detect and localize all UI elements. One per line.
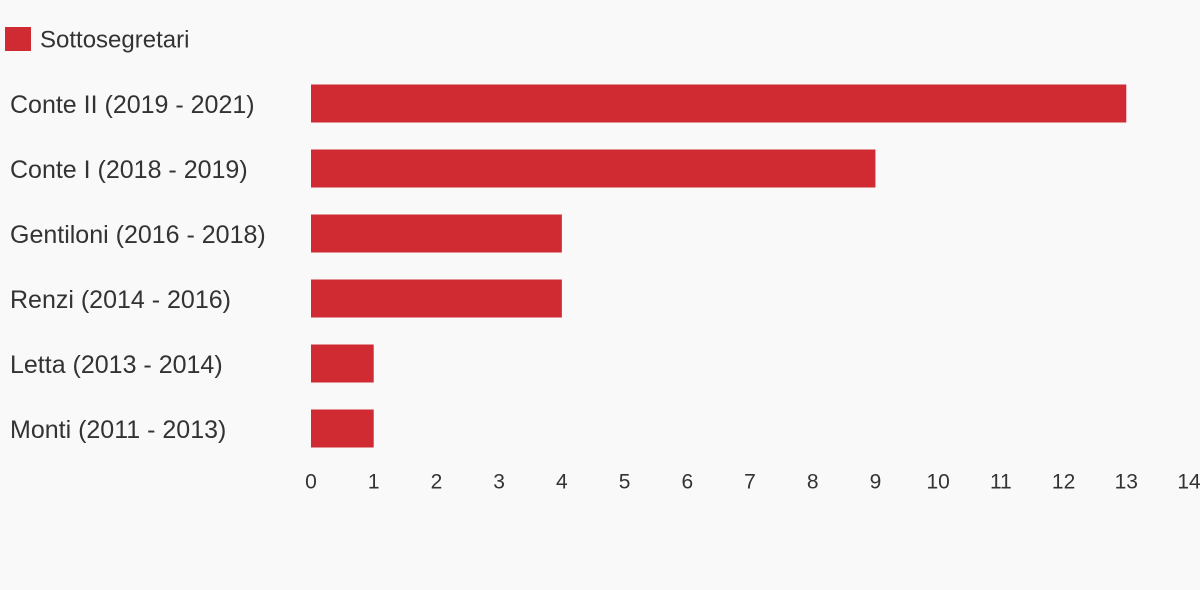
y-tick-label: Renzi (2014 - 2016)	[10, 286, 231, 314]
x-tick-label: 7	[744, 471, 756, 494]
x-tick-label: 12	[1052, 471, 1075, 494]
y-tick-label: Monti (2011 - 2013)	[10, 416, 226, 444]
y-tick-label: Conte I (2018 - 2019)	[10, 156, 248, 184]
x-tick-label: 6	[681, 471, 693, 494]
bar	[311, 409, 374, 448]
legend-swatch	[5, 27, 31, 51]
x-tick-label: 0	[305, 471, 317, 494]
y-tick-label: Conte II (2019 - 2021)	[10, 91, 255, 119]
x-tick-label: 2	[431, 471, 443, 494]
x-tick-label: 11	[990, 471, 1012, 494]
y-tick-label: Letta (2013 - 2014)	[10, 351, 223, 379]
x-tick-label: 1	[368, 471, 380, 494]
x-tick-label: 13	[1115, 471, 1138, 494]
bar	[311, 344, 374, 383]
x-tick-label: 8	[807, 471, 819, 494]
x-tick-label: 3	[493, 471, 505, 494]
bar	[311, 279, 562, 318]
x-tick-label: 14	[1177, 471, 1200, 494]
bar	[311, 214, 562, 253]
legend-label: Sottosegretari	[40, 26, 189, 53]
y-tick-label: Gentiloni (2016 - 2018)	[10, 221, 266, 249]
x-tick-label: 10	[926, 471, 949, 494]
bar	[311, 149, 876, 188]
x-tick-label: 5	[619, 471, 631, 494]
x-tick-label: 4	[556, 471, 568, 494]
bar	[311, 84, 1127, 123]
x-tick-label: 9	[870, 471, 882, 494]
